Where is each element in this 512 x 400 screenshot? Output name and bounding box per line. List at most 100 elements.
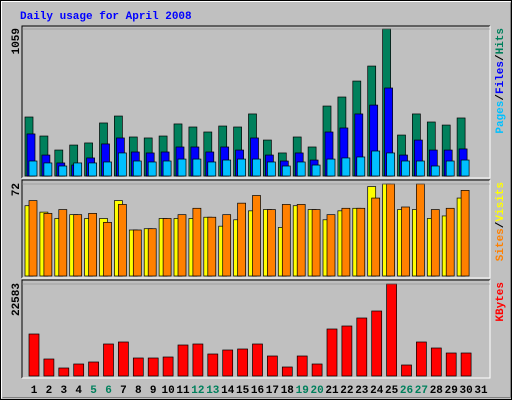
bar <box>192 343 204 377</box>
bar <box>326 158 336 177</box>
legend-separator: / <box>495 94 507 101</box>
x-tick-label: 18 <box>281 385 295 397</box>
x-tick-label: 31 <box>474 385 488 397</box>
bar <box>162 218 172 277</box>
bar <box>326 328 338 377</box>
bar <box>252 195 261 277</box>
bar <box>460 190 470 277</box>
x-tick-label: 25 <box>385 385 399 397</box>
bar <box>118 341 129 377</box>
legend: KBytes <box>495 282 507 322</box>
panel-border <box>22 180 491 279</box>
x-tick-label: 21 <box>325 385 339 397</box>
panel-border <box>21 25 490 178</box>
x-tick-label: 14 <box>221 385 235 397</box>
bar <box>73 162 83 177</box>
bar <box>445 352 457 377</box>
x-tick-label: 2 <box>46 385 53 397</box>
bar <box>222 349 234 377</box>
bar <box>311 209 321 277</box>
x-tick-label: 26 <box>400 385 413 397</box>
bar <box>356 156 366 177</box>
x-tick-label: 10 <box>161 385 174 397</box>
x-tick-label: 12 <box>191 385 204 397</box>
bar <box>371 150 381 177</box>
bar <box>445 207 455 277</box>
bar <box>386 283 397 377</box>
bar <box>445 160 455 177</box>
bar <box>237 202 246 277</box>
legend-separator: / <box>495 221 507 228</box>
bar <box>430 347 442 377</box>
bar <box>296 161 306 177</box>
bar <box>118 204 127 277</box>
panel-border <box>21 279 490 378</box>
bar <box>43 213 53 277</box>
bar <box>207 216 217 277</box>
bar <box>132 357 144 377</box>
bar <box>311 363 323 377</box>
y-tick-label: 1059 <box>11 28 23 54</box>
bar <box>267 209 276 277</box>
bar <box>416 160 425 177</box>
bar <box>132 229 142 277</box>
bar <box>267 161 276 177</box>
bar <box>58 209 68 277</box>
x-tick-label: 3 <box>60 385 67 397</box>
bar <box>177 344 189 377</box>
bar <box>88 213 97 277</box>
bar <box>341 157 351 177</box>
x-tick-label: 16 <box>251 385 264 397</box>
legend-entry: KBytes <box>495 282 507 322</box>
x-tick-label: 15 <box>236 385 250 397</box>
legend-entry: Visits <box>495 182 507 222</box>
bar <box>281 204 291 277</box>
legend: Pages/Files/Hits <box>495 28 507 134</box>
bar <box>460 159 470 177</box>
bar <box>341 207 351 277</box>
bar <box>341 325 353 377</box>
bar <box>147 161 157 177</box>
bar <box>252 158 261 177</box>
bar <box>28 160 38 177</box>
bar <box>88 162 97 177</box>
bar <box>401 160 410 177</box>
bar <box>326 214 336 277</box>
x-tick-label: 9 <box>150 385 157 397</box>
bar <box>460 352 472 377</box>
bar <box>296 355 308 377</box>
bar <box>58 367 70 377</box>
x-tick-label: 29 <box>445 385 458 397</box>
bar <box>147 357 159 377</box>
legend-entry: Files <box>495 61 507 94</box>
bar <box>311 164 321 177</box>
x-tick-label: 13 <box>206 385 220 397</box>
panel-border <box>22 280 491 379</box>
bar <box>386 183 395 277</box>
x-tick-label: 6 <box>105 385 112 397</box>
legend-separator: / <box>495 54 507 61</box>
bar <box>222 159 232 177</box>
x-tick-label: 24 <box>370 385 384 397</box>
bar <box>28 333 40 377</box>
bar <box>73 214 83 277</box>
bar <box>371 310 383 377</box>
bar <box>252 343 263 377</box>
bar <box>281 165 291 177</box>
bar <box>73 363 85 377</box>
bar <box>356 207 366 277</box>
bar <box>222 214 232 277</box>
bar <box>281 366 293 377</box>
bar <box>192 207 202 277</box>
x-tick-label: 30 <box>459 385 472 397</box>
panel-border <box>22 26 491 179</box>
legend-entry: Sites <box>495 228 507 261</box>
x-tick-label: 27 <box>415 385 428 397</box>
x-tick-label: 28 <box>430 385 444 397</box>
legend-entry: Pages <box>495 101 507 134</box>
y-tick-label: 22583 <box>11 283 23 316</box>
bar <box>401 364 412 377</box>
bar <box>237 348 248 377</box>
